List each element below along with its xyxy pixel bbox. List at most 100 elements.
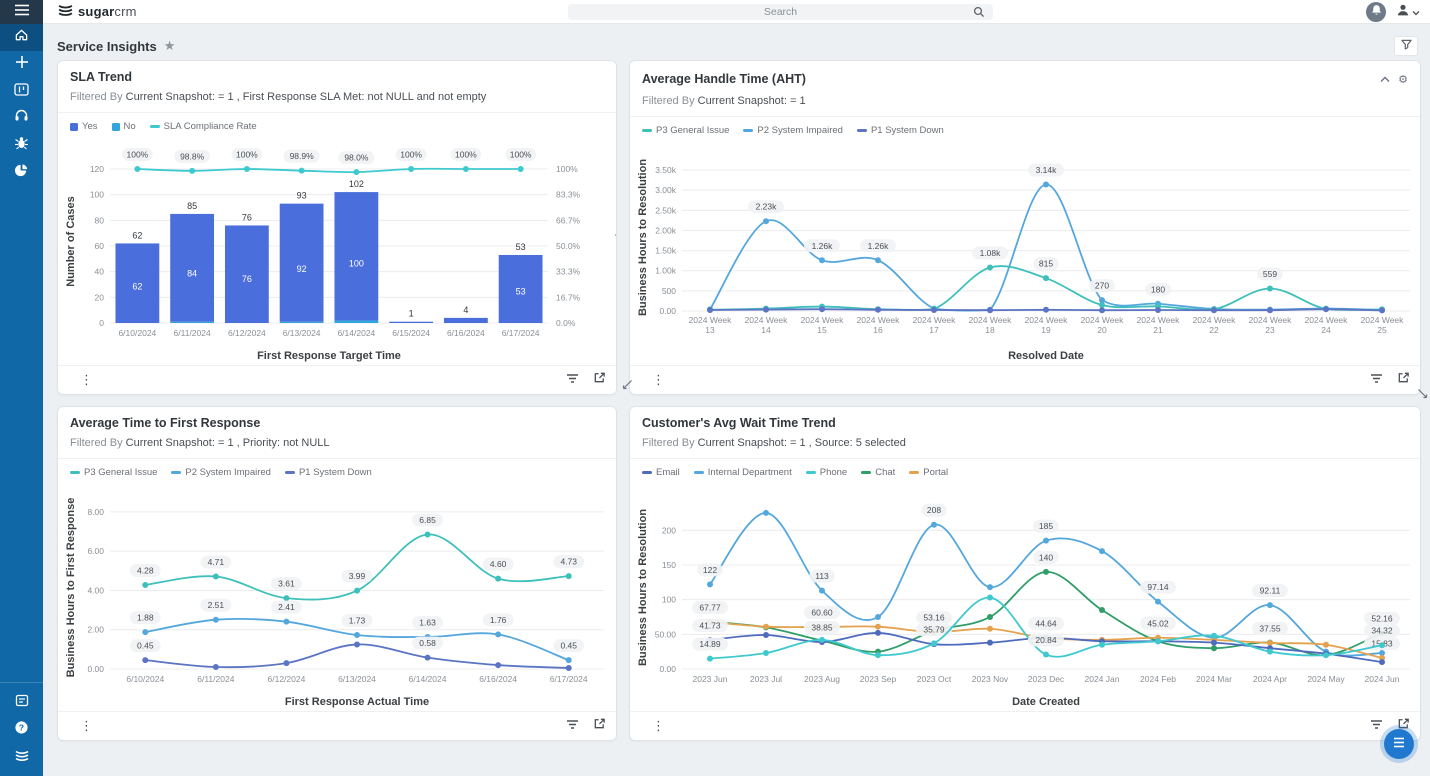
legend-item[interactable]: P3 General Issue bbox=[70, 467, 157, 478]
svg-text:0.0%: 0.0% bbox=[556, 318, 576, 328]
pie-chart-icon bbox=[14, 163, 29, 183]
svg-text:100: 100 bbox=[349, 259, 364, 269]
sidebar-item-kanban-board[interactable] bbox=[0, 78, 43, 105]
svg-text:180: 180 bbox=[1151, 284, 1165, 294]
legend-swatch bbox=[856, 129, 867, 132]
svg-text:50.0%: 50.0% bbox=[556, 241, 581, 251]
svg-text:1.08k: 1.08k bbox=[980, 248, 1002, 258]
filter-lines-icon[interactable] bbox=[566, 371, 579, 389]
legend-swatch bbox=[909, 471, 920, 474]
svg-text:80: 80 bbox=[95, 215, 105, 225]
sidebar-item-bug-tracker[interactable] bbox=[0, 132, 43, 159]
svg-text:21: 21 bbox=[1153, 325, 1163, 335]
legend-item[interactable]: Portal bbox=[909, 467, 948, 478]
open-in-new-icon[interactable] bbox=[1397, 717, 1410, 735]
svg-text:2023 Dec: 2023 Dec bbox=[1028, 674, 1065, 684]
sidebar-item-create-new[interactable] bbox=[0, 51, 43, 78]
filter-lines-icon[interactable] bbox=[1370, 717, 1383, 735]
svg-text:3.61: 3.61 bbox=[278, 579, 295, 589]
legend-item[interactable]: P3 General Issue bbox=[642, 125, 729, 136]
sidebar-item-knowledge-base[interactable] bbox=[0, 689, 43, 716]
bell-icon bbox=[1371, 3, 1382, 21]
legend-item[interactable]: Internal Department bbox=[693, 467, 792, 478]
dashboard-filter-button[interactable] bbox=[1394, 36, 1418, 56]
filter-lines-icon[interactable] bbox=[566, 717, 579, 735]
collapse-chevron-up-icon[interactable] bbox=[1380, 70, 1390, 88]
sidebar-toggle-button[interactable] bbox=[0, 0, 43, 24]
quick-actions-fab[interactable] bbox=[1384, 729, 1414, 759]
svg-text:35.79: 35.79 bbox=[923, 625, 945, 635]
svg-text:3.50k: 3.50k bbox=[655, 165, 677, 175]
svg-text:44.64: 44.64 bbox=[1035, 619, 1057, 629]
legend-item[interactable]: P2 System Impaired bbox=[171, 467, 271, 478]
svg-text:559: 559 bbox=[1263, 269, 1277, 279]
svg-text:100%: 100% bbox=[510, 149, 532, 159]
legend-item[interactable]: P2 System Impaired bbox=[743, 125, 843, 136]
svg-text:4.28: 4.28 bbox=[137, 565, 154, 575]
legend-item[interactable]: Phone bbox=[805, 467, 847, 478]
user-menu[interactable] bbox=[1396, 3, 1420, 22]
svg-text:2024 Week: 2024 Week bbox=[913, 315, 957, 325]
resize-handle-se-icon[interactable] bbox=[1417, 386, 1428, 404]
svg-text:14: 14 bbox=[761, 325, 771, 335]
svg-text:67.77: 67.77 bbox=[699, 602, 721, 612]
svg-text:0.00: 0.00 bbox=[659, 306, 676, 316]
hamburger-icon bbox=[14, 3, 30, 21]
brand-light: crm bbox=[114, 4, 137, 19]
svg-text:2024 Jun: 2024 Jun bbox=[1365, 674, 1400, 684]
more-actions-icon[interactable]: ⋮ bbox=[652, 372, 665, 388]
svg-text:6/13/2024: 6/13/2024 bbox=[338, 674, 376, 684]
svg-text:?: ? bbox=[19, 722, 24, 732]
svg-text:2024 May: 2024 May bbox=[1307, 674, 1345, 684]
brand-bold: sugar bbox=[78, 4, 115, 19]
svg-text:98.9%: 98.9% bbox=[290, 151, 315, 161]
svg-text:2023 Nov: 2023 Nov bbox=[972, 674, 1009, 684]
search-placeholder: Search bbox=[763, 6, 798, 18]
more-actions-icon[interactable]: ⋮ bbox=[80, 372, 93, 388]
svg-text:1.88: 1.88 bbox=[137, 613, 154, 623]
sidebar-item-service-console[interactable] bbox=[0, 105, 43, 132]
panel-filters: Filtered By Current Snapshot: = 1 bbox=[630, 88, 1420, 117]
svg-text:62: 62 bbox=[132, 230, 142, 240]
svg-text:6/16/2024: 6/16/2024 bbox=[447, 328, 485, 338]
legend-item[interactable]: P1 System Down bbox=[856, 125, 944, 136]
svg-text:2024 Week: 2024 Week bbox=[1361, 315, 1405, 325]
legend-swatch bbox=[171, 471, 182, 474]
resize-handle-sw-icon[interactable] bbox=[622, 377, 633, 395]
sidebar-item-home[interactable] bbox=[0, 24, 43, 51]
sidebar-item-sugar-apps[interactable] bbox=[0, 743, 43, 770]
favorite-star-icon[interactable]: ★ bbox=[163, 38, 176, 54]
svg-text:2024 Feb: 2024 Feb bbox=[1140, 674, 1176, 684]
svg-text:98.0%: 98.0% bbox=[344, 153, 369, 163]
more-actions-icon[interactable]: ⋮ bbox=[652, 718, 665, 734]
legend-item[interactable]: Email bbox=[642, 467, 680, 478]
legend-item[interactable]: SLA Compliance Rate bbox=[149, 121, 257, 132]
svg-text:3.99: 3.99 bbox=[349, 571, 366, 581]
legend-item[interactable]: No bbox=[111, 121, 136, 132]
svg-text:52.16: 52.16 bbox=[1371, 613, 1393, 623]
legend-item[interactable]: Chat bbox=[861, 467, 895, 478]
svg-text:16.7%: 16.7% bbox=[556, 292, 581, 302]
legend-item[interactable]: Yes bbox=[70, 121, 98, 132]
svg-text:4.73: 4.73 bbox=[560, 557, 577, 567]
dashboard: Service Insights ★ SLA Trend Filtered By… bbox=[43, 24, 1430, 776]
sidebar-item-help[interactable]: ? bbox=[0, 716, 43, 743]
svg-text:20: 20 bbox=[95, 292, 105, 302]
gear-icon[interactable]: ⚙ bbox=[1398, 72, 1408, 86]
open-in-new-icon[interactable] bbox=[593, 717, 606, 735]
search-input[interactable]: Search bbox=[568, 4, 993, 20]
sidebar-item-reports[interactable] bbox=[0, 159, 43, 186]
open-in-new-icon[interactable] bbox=[1397, 371, 1410, 389]
notifications-button[interactable] bbox=[1366, 2, 1386, 22]
panel-filters: Filtered By Current Snapshot: = 1 , Sour… bbox=[630, 430, 1420, 459]
filter-lines-icon[interactable] bbox=[1370, 371, 1383, 389]
open-in-new-icon[interactable] bbox=[593, 371, 606, 389]
legend-item[interactable]: P1 System Down bbox=[284, 467, 372, 478]
app-logo[interactable]: sugarcrm bbox=[57, 3, 137, 21]
more-actions-icon[interactable]: ⋮ bbox=[80, 718, 93, 734]
svg-text:84: 84 bbox=[187, 268, 197, 278]
svg-text:3.00k: 3.00k bbox=[655, 185, 677, 195]
svg-text:6/12/2024: 6/12/2024 bbox=[268, 674, 306, 684]
svg-text:270: 270 bbox=[1095, 281, 1109, 291]
svg-text:6/14/2024: 6/14/2024 bbox=[409, 674, 447, 684]
